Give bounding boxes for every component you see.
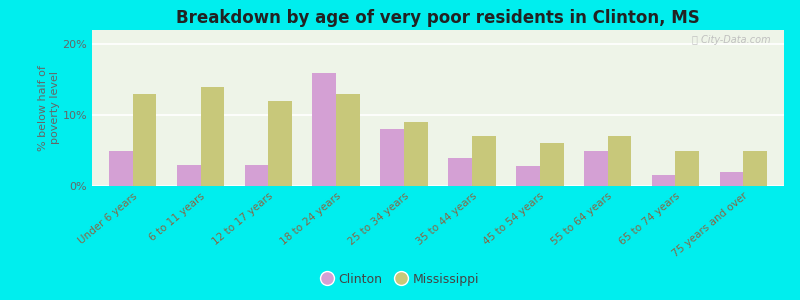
Bar [313,73,336,186]
Text: ⓘ City-Data.com: ⓘ City-Data.com [691,35,770,45]
Y-axis label: % below half of
poverty level: % below half of poverty level [38,65,60,151]
Legend: Clinton, Mississippi: Clinton, Mississippi [316,268,484,291]
Bar [133,94,157,186]
Bar [472,136,496,186]
Bar [245,165,268,186]
Bar [540,143,563,186]
Bar [404,122,428,186]
Bar [584,151,608,186]
Bar [652,176,675,186]
Bar [201,87,224,186]
Bar [268,101,292,186]
Title: Breakdown by age of very poor residents in Clinton, MS: Breakdown by age of very poor residents … [176,9,700,27]
Bar [516,166,540,186]
Bar [177,165,201,186]
Bar [719,172,743,186]
Bar [109,151,133,186]
Bar [743,151,767,186]
Bar [336,94,360,186]
Bar [608,136,631,186]
Bar [448,158,472,186]
Bar [675,151,699,186]
Bar [380,129,404,186]
